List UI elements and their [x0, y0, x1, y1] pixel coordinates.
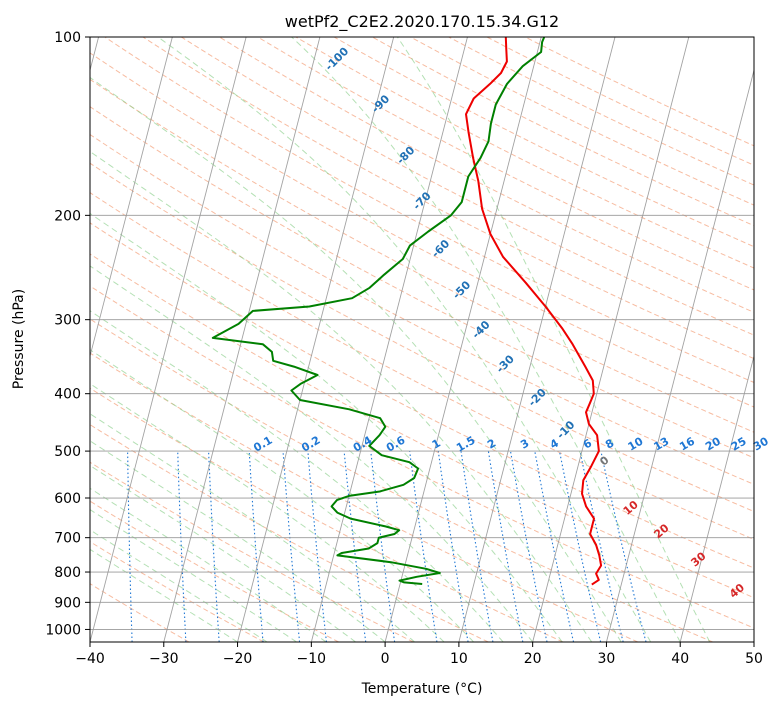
y-tick-label: 600 [54, 491, 81, 507]
x-axis: −40 −30 −20 −10 0 10 20 30 40 50 [75, 642, 763, 667]
y-tick-label: 1000 [45, 622, 81, 638]
x-tick-label: 50 [745, 651, 763, 667]
moist-adiabat [90, 413, 415, 642]
moist-adiabat [90, 76, 622, 642]
x-tick-label: −40 [75, 651, 105, 667]
dry-adiabat [142, 37, 754, 360]
mixing-ratio-line [343, 451, 367, 642]
isotherm [90, 37, 173, 358]
mixing-ratio-line [509, 451, 548, 642]
mixing-ratio-line [370, 451, 396, 642]
y-tick-label: 200 [54, 208, 81, 224]
dry-adiabat [90, 253, 754, 599]
background-lines [90, 37, 754, 642]
dry-adiabat [90, 318, 713, 642]
moist-adiabat [90, 487, 327, 642]
dry-adiabat [90, 78, 754, 433]
x-tick-label: −30 [149, 651, 179, 667]
dry-adiabat [90, 133, 754, 485]
mixing-ratio-line [248, 451, 264, 642]
moist-adiabat [90, 464, 356, 642]
plot-area [90, 37, 754, 642]
x-tick-label: −10 [297, 651, 327, 667]
y-tick-label: 800 [54, 565, 81, 581]
y-axis: 100 200 300 400 500 600 700 800 900 1000 [45, 30, 90, 638]
moist-adiabat [90, 150, 593, 642]
dry-adiabat [448, 37, 754, 186]
mixing-ratio-line [307, 451, 327, 642]
mixing-ratio-line [579, 450, 624, 642]
profile-lines [211, 37, 603, 586]
temperature-profile [465, 37, 603, 586]
x-tick-label: 10 [450, 651, 468, 667]
y-tick-label: 100 [54, 30, 81, 46]
y-tick-label: 300 [54, 313, 81, 329]
y-tick-label: 900 [54, 595, 81, 611]
chart-title: wetPf2_C2E2.2020.170.15.34.G12 [285, 12, 559, 32]
x-tick-label: 40 [671, 651, 689, 667]
isotherm [237, 37, 395, 642]
dry-adiabat [90, 500, 339, 642]
dry-adiabat [219, 37, 754, 313]
mixing-ratio-line [534, 451, 575, 642]
isotherm [90, 37, 247, 642]
isotherm [163, 37, 321, 642]
mixing-ratio-line [409, 451, 438, 642]
moist-adiabat [90, 212, 563, 642]
moist-adiabat [291, 37, 681, 642]
y-tick-label: 500 [54, 444, 81, 460]
dry-adiabat [295, 37, 754, 269]
moist-adiabat [396, 37, 711, 642]
isotherm [679, 354, 754, 642]
isotherm [532, 37, 690, 642]
moist-adiabat [90, 265, 534, 642]
y-axis-label: Pressure (hPa) [11, 289, 27, 389]
x-tick-label: 0 [381, 651, 390, 667]
y-tick-label: 700 [54, 531, 81, 547]
mixing-ratio-line [437, 451, 469, 642]
dry-adiabat [90, 352, 639, 642]
dry-adiabat [372, 37, 754, 227]
dry-adiabat [410, 37, 754, 206]
isotherm [310, 37, 468, 642]
dry-adiabat [257, 37, 754, 291]
mixing-ratio-label: 36 [773, 434, 775, 453]
mixing-ratio-line [558, 450, 602, 642]
mixing-ratio-line [487, 451, 524, 642]
y-tick-label: 400 [54, 387, 81, 403]
moist-adiabat [90, 440, 386, 642]
dry-adiabat [90, 192, 754, 540]
mixing-ratio-line [282, 451, 301, 642]
dry-adiabat [90, 222, 754, 569]
isotherm [753, 640, 754, 642]
x-tick-label: 30 [598, 651, 616, 667]
dry-adiabat [90, 285, 754, 629]
moist-adiabat [90, 310, 504, 642]
x-axis-label: Temperature (°C) [361, 681, 483, 697]
x-tick-label: −20 [223, 651, 253, 667]
dewpoint-profile [211, 37, 546, 585]
isotherm [606, 68, 754, 642]
dry-adiabat [90, 106, 754, 459]
isotherm [384, 37, 542, 642]
x-tick-label: 20 [524, 651, 542, 667]
plot-frame [89, 36, 755, 643]
moist-adiabat [90, 383, 445, 642]
isotherm [458, 37, 616, 642]
dry-adiabat [104, 37, 754, 384]
